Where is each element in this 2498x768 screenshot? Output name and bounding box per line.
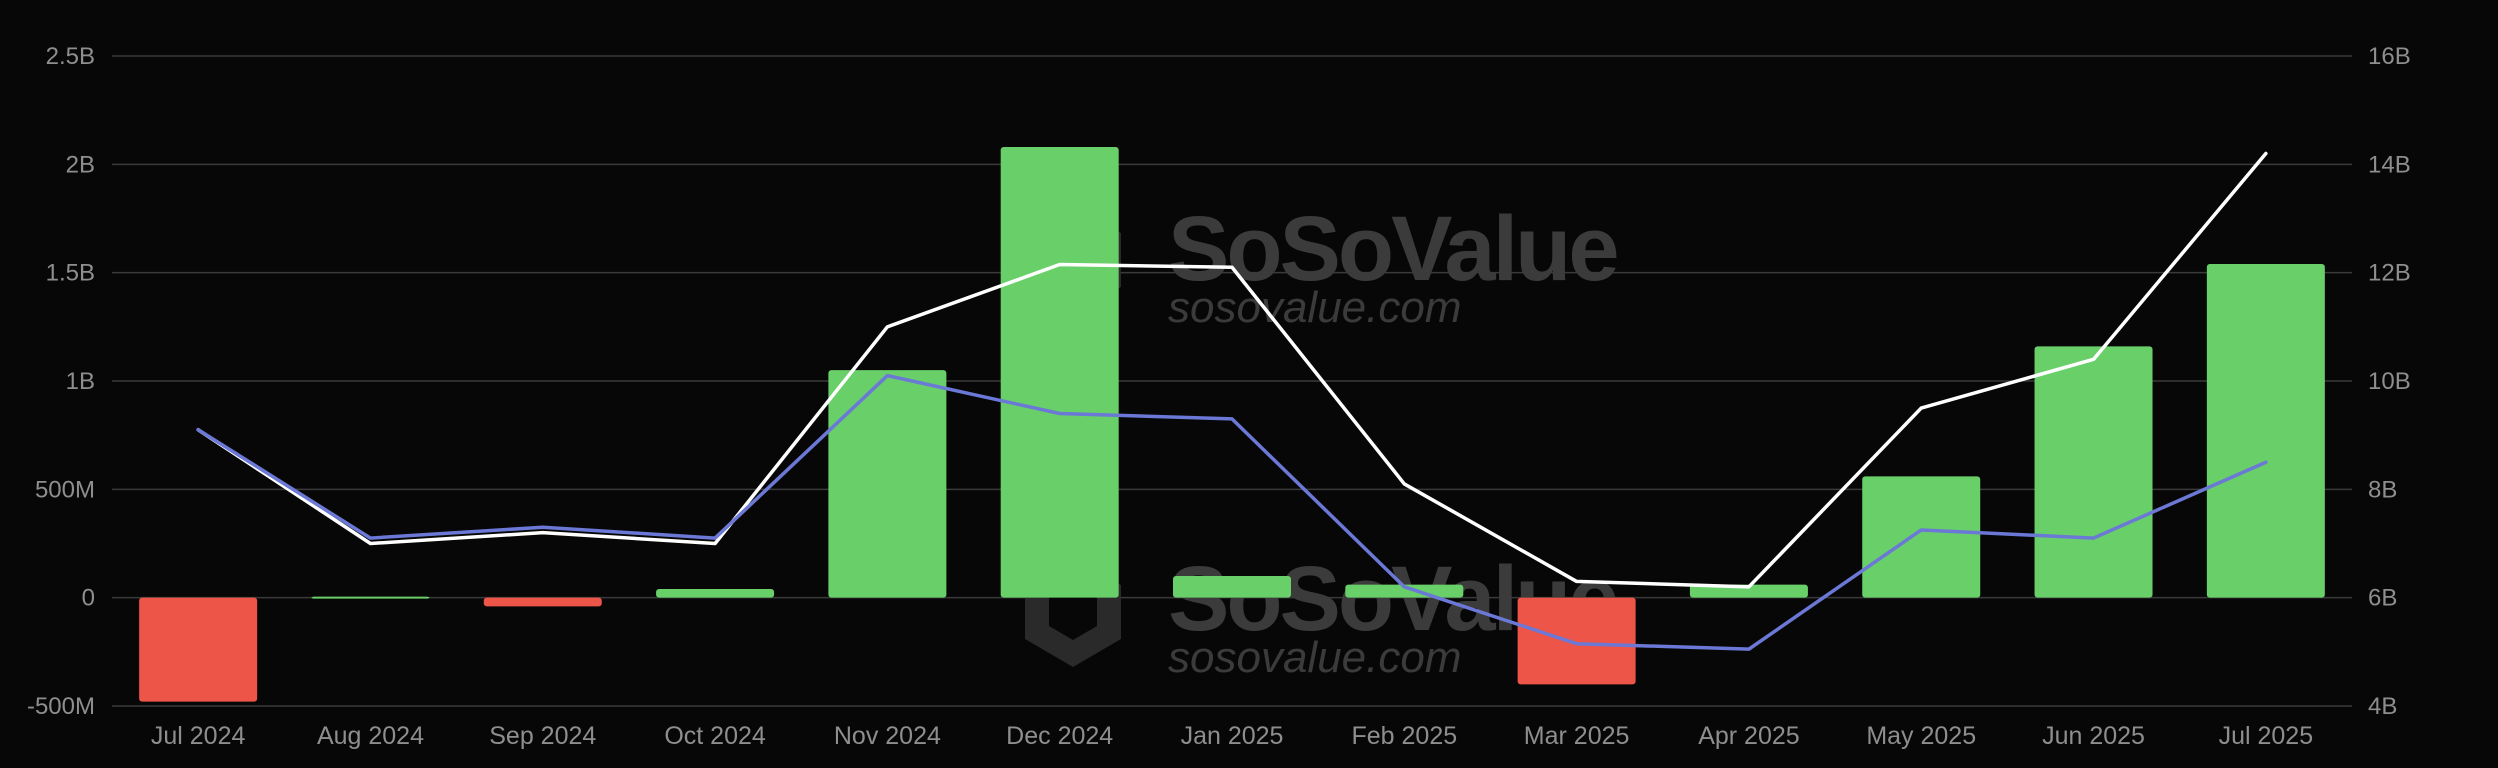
right-tick-label: 4B	[2368, 693, 2397, 720]
right-tick-label: 6B	[2368, 585, 2397, 612]
x-tick-label: Oct 2024	[664, 722, 766, 750]
x-tick-label: Dec 2024	[1006, 722, 1113, 750]
watermark-site: sosovalue.com	[1168, 283, 1461, 332]
x-tick-label: Sep 2024	[489, 722, 596, 750]
watermark-site: sosovalue.com	[1168, 633, 1461, 682]
x-axis: Jul 2024 Aug 2024 Sep 2024 Oct 2024 Nov 2024…	[151, 722, 2313, 750]
right-tick-label: 12B	[2368, 260, 2411, 287]
x-tick-label: Apr 2025	[1698, 722, 1799, 750]
bar	[311, 596, 430, 599]
bar	[1517, 597, 1636, 685]
x-tick-label: Jun 2025	[2042, 722, 2145, 750]
x-tick-label: Nov 2024	[834, 722, 941, 750]
bar	[656, 589, 775, 598]
series-line	[196, 151, 2268, 589]
bar-series	[139, 147, 2325, 702]
bar	[2206, 264, 2325, 598]
bar	[139, 597, 258, 702]
left-tick-label: 1.5B	[46, 260, 95, 287]
x-tick-label: Aug 2024	[317, 722, 424, 750]
right-tick-label: 14B	[2368, 151, 2411, 178]
bar	[1862, 476, 1981, 598]
left-tick-label: 2B	[66, 151, 95, 178]
x-tick-label: Feb 2025	[1351, 722, 1457, 750]
left-axis: -500M 0 500M 1B 1.5B 2B 2.5B	[27, 43, 95, 720]
x-tick-label: May 2025	[1866, 722, 1976, 750]
left-tick-label: 0	[82, 585, 95, 612]
left-tick-label: -500M	[27, 693, 95, 720]
left-tick-label: 2.5B	[46, 43, 95, 70]
bar	[828, 370, 947, 598]
right-axis: 4B 6B 8B 10B 12B 14B 16B	[2368, 43, 2411, 720]
x-tick-label: Jan 2025	[1181, 722, 1284, 750]
bar	[1000, 147, 1119, 598]
bar	[483, 597, 602, 607]
bar	[1345, 584, 1464, 598]
x-tick-label: Jul 2024	[151, 722, 246, 750]
line-series	[196, 151, 2268, 651]
series-line	[196, 373, 2268, 651]
x-tick-label: Jul 2025	[2219, 722, 2314, 750]
left-tick-label: 500M	[35, 476, 95, 503]
x-tick-label: Mar 2025	[1524, 722, 1630, 750]
bar	[2034, 346, 2153, 598]
bar	[1689, 584, 1808, 598]
left-tick-label: 1B	[66, 368, 95, 395]
bar	[1173, 576, 1291, 598]
right-tick-label: 8B	[2368, 476, 2397, 503]
right-tick-label: 10B	[2368, 368, 2411, 395]
right-tick-label: 16B	[2368, 43, 2411, 70]
